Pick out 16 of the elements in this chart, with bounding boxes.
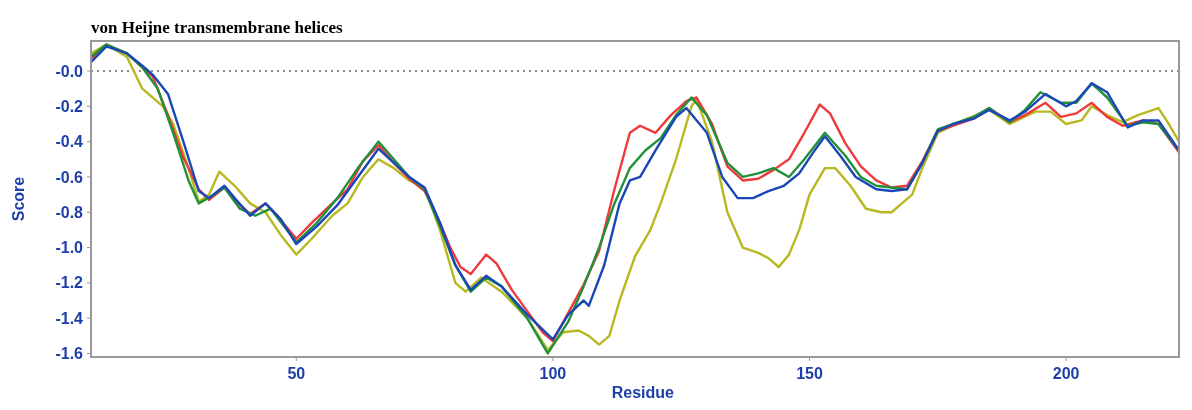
y-axis-title: Score — [10, 176, 27, 222]
x-tick-label: 100 — [539, 365, 567, 382]
y-tick-label: -1.2 — [55, 274, 84, 292]
y-tick-label: -1.4 — [55, 309, 84, 327]
y-tick-label: -0.0 — [55, 62, 84, 80]
y-tick-label: -0.2 — [55, 97, 84, 115]
y-tick-label: -0.6 — [55, 168, 84, 186]
y-tick-label: -1.0 — [55, 239, 84, 257]
y-tick-label: -0.8 — [55, 203, 84, 221]
y-tick-label: -1.6 — [55, 345, 84, 363]
x-tick-label: 200 — [1052, 365, 1080, 382]
x-axis-title: Residue — [611, 384, 675, 401]
chart-title: von Heijne transmembrane helices — [91, 18, 344, 37]
x-tick-label: 150 — [796, 365, 823, 382]
y-tick-label: -0.4 — [55, 133, 84, 151]
x-tick-label: 50 — [287, 365, 306, 382]
